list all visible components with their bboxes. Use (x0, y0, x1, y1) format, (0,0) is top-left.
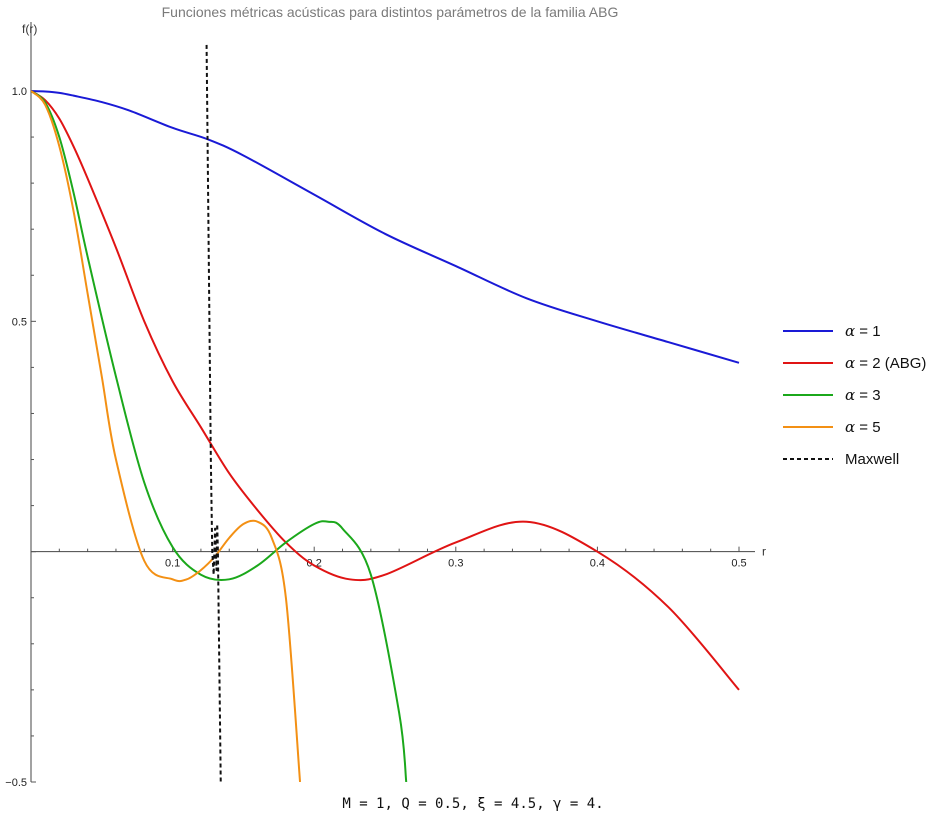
series-line-maxwell (205, 44, 222, 782)
series-layer (31, 44, 740, 782)
y-tick-label: 1.0 (12, 86, 27, 98)
legend: α = 1 α = 2 (ABG) α = 3 α = 5 Maxwell (783, 322, 926, 468)
x-tick-label: 0.1 (165, 558, 180, 570)
series-line-5 (31, 90, 302, 782)
y-axis-label: f(r) (22, 22, 37, 36)
x-tick-label: 0.5 (731, 558, 746, 570)
parameters-annotation: M = 1, Q = 0.5, ξ = 4.5, γ = 4. (342, 796, 603, 812)
legend-label: α = 2 (ABG) (845, 354, 926, 372)
series-line-3 (31, 90, 408, 782)
legend-label: α = 5 (845, 418, 881, 436)
legend-label: α = 1 (845, 322, 881, 340)
y-tick-label: −0.5 (5, 777, 27, 789)
x-tick-label: 0.4 (590, 558, 605, 570)
legend-label: Maxwell (845, 451, 899, 468)
legend-label: α = 3 (845, 386, 881, 404)
y-tick-label: 0.5 (12, 316, 27, 328)
series-line-1 (31, 90, 740, 364)
axes: 0.1 0.2 0.3 0.4 0.51.00.5−0.5rf(r) (5, 22, 766, 789)
series-line-2-abg (31, 90, 740, 691)
x-axis-label: r (762, 545, 766, 559)
x-tick-label: 0.3 (448, 558, 463, 570)
chart-title: Funciones métricas acústicas para distin… (162, 4, 619, 20)
